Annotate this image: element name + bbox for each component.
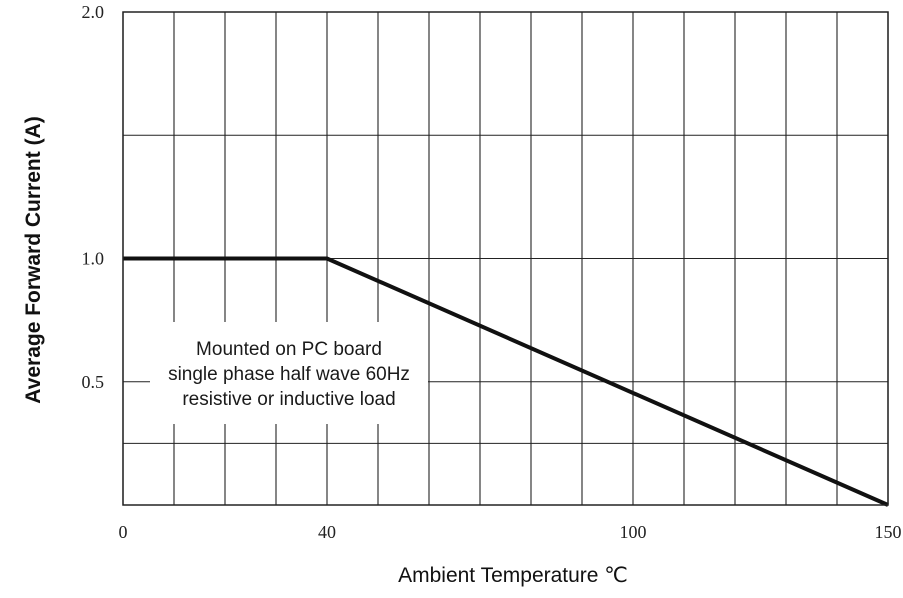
annotation: Mounted on PC board single phase half wa… [168, 339, 410, 410]
annotation-line-3: resistive or inductive load [182, 389, 395, 410]
x-tick-labels: 0 40 100 150 [119, 522, 902, 542]
annotation-background [150, 322, 428, 424]
annotation-line-1: Mounted on PC board [196, 339, 382, 360]
annotation-line-2: single phase half wave 60Hz [168, 364, 410, 385]
x-tick-label: 0 [119, 522, 128, 542]
y-axis-label: Average Forward Current (A) [22, 116, 45, 403]
derating-curve [123, 256, 889, 507]
y-tick-labels: 2.0 1.0 0.5 [82, 2, 105, 392]
x-tick-label: 150 [875, 522, 902, 542]
plot-frame [122, 11, 889, 506]
x-tick-label: 100 [620, 522, 647, 542]
y-tick-label: 0.5 [82, 372, 105, 392]
plot-border [122, 11, 889, 506]
y-tick-label: 1.0 [82, 249, 105, 269]
x-axis-label: Ambient Temperature ℃ [398, 564, 628, 587]
x-tick-label: 40 [318, 522, 336, 542]
y-tick-label: 2.0 [82, 2, 105, 22]
series-layer [123, 256, 889, 507]
